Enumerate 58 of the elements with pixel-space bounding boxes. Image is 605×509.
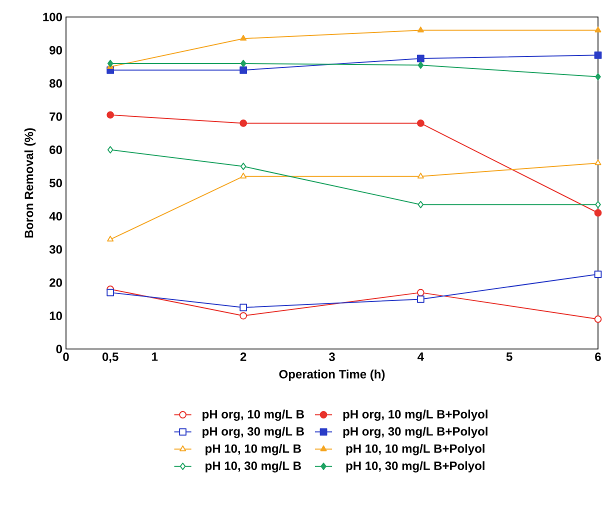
y-tick-label: 20 bbox=[50, 278, 62, 287]
legend-label: pH org, 10 mg/L B+Polyol bbox=[343, 410, 488, 421]
point bbox=[594, 315, 602, 323]
x-tick-label: 1 bbox=[152, 352, 158, 361]
point bbox=[417, 172, 424, 178]
y-tick-label: 60 bbox=[50, 146, 62, 154]
point bbox=[416, 288, 424, 296]
point bbox=[240, 162, 246, 170]
point bbox=[417, 26, 424, 32]
y-tick-label: 0 bbox=[56, 344, 62, 354]
y-tick-label: 40 bbox=[49, 212, 62, 220]
x-tick-label: 3 bbox=[328, 352, 335, 362]
legend-label: pH 10, 10 mg/L B+Polyol bbox=[346, 444, 484, 456]
point bbox=[595, 200, 601, 208]
point bbox=[106, 111, 114, 119]
point bbox=[240, 60, 246, 68]
x-axis-title: Operation Time (h) bbox=[279, 370, 385, 381]
point bbox=[594, 159, 602, 166]
point bbox=[418, 61, 424, 69]
point bbox=[106, 288, 114, 296]
point bbox=[107, 236, 114, 242]
point bbox=[595, 73, 601, 80]
x-tick-label: 0,5 bbox=[102, 352, 118, 363]
legend-label: pH 10, 10 mg/L B bbox=[206, 444, 301, 456]
x-tick-label: 0 bbox=[63, 352, 69, 362]
point bbox=[240, 66, 248, 74]
point bbox=[107, 146, 114, 154]
legend-label: pH 10, 30 mg/L B+Polyol bbox=[346, 461, 484, 472]
point bbox=[594, 51, 602, 59]
point bbox=[594, 270, 602, 278]
x-tick-label: 6 bbox=[595, 352, 601, 362]
y-tick-label: 80 bbox=[49, 79, 62, 88]
point bbox=[240, 34, 247, 41]
legend-label: pH org, 30 mg/L B bbox=[202, 426, 304, 438]
legend-label: pH org, 30 mg/L B+Polyol bbox=[343, 426, 488, 438]
y-tick-label: 100 bbox=[43, 12, 62, 22]
y-tick-label: 90 bbox=[50, 46, 62, 54]
y-tick-label: 70 bbox=[50, 112, 62, 121]
legend-label: pH org, 10 mg/L B bbox=[202, 410, 304, 421]
point bbox=[594, 26, 602, 32]
point bbox=[240, 120, 248, 127]
point bbox=[416, 296, 424, 303]
point bbox=[107, 60, 114, 68]
y-axis-title: Boron Removal (%) bbox=[24, 128, 36, 238]
y-tick-label: 10 bbox=[50, 312, 62, 320]
point bbox=[240, 172, 247, 178]
x-tick-label: 5 bbox=[506, 352, 512, 361]
point bbox=[416, 120, 424, 127]
point bbox=[240, 312, 248, 320]
x-tick-label: 4 bbox=[418, 352, 424, 361]
point bbox=[594, 209, 602, 217]
x-tick-label: 2 bbox=[240, 352, 246, 361]
y-tick-label: 50 bbox=[49, 178, 62, 188]
point bbox=[240, 304, 248, 312]
legend-label: pH 10, 30 mg/L B bbox=[206, 461, 301, 472]
y-tick-label: 30 bbox=[49, 245, 62, 254]
point bbox=[416, 54, 424, 62]
point bbox=[418, 200, 424, 208]
